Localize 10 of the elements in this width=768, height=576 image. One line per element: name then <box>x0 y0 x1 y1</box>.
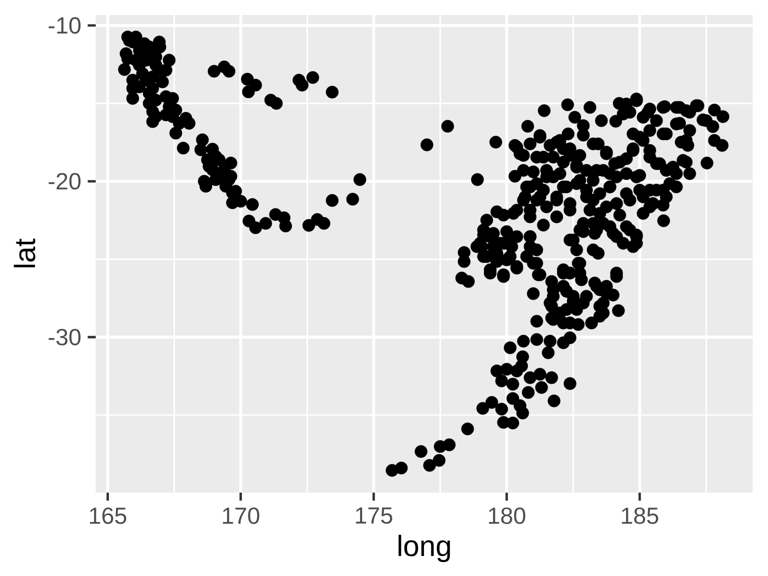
x-tick-label: 180 <box>488 507 526 524</box>
y-tick-label: -30 <box>48 328 81 346</box>
y-tick-label: -10 <box>48 17 81 34</box>
x-axis-title: long <box>398 534 450 562</box>
x-tick-label: 175 <box>356 507 392 524</box>
y-axis-title: lat <box>14 238 36 268</box>
y-tick-label: -20 <box>48 173 81 190</box>
x-tick-label: 170 <box>222 507 260 524</box>
x-tick-label: 165 <box>90 507 126 524</box>
x-tick-label: 185 <box>622 507 658 524</box>
